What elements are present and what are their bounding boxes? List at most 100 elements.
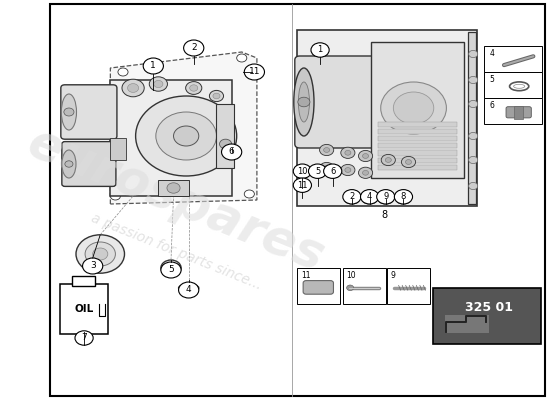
Circle shape [469,50,478,58]
Ellipse shape [400,198,407,202]
Circle shape [323,166,329,170]
Circle shape [186,82,202,94]
Circle shape [219,139,232,149]
Circle shape [293,178,311,192]
Circle shape [346,285,354,290]
Text: 325 01: 325 01 [465,301,513,314]
Circle shape [345,168,351,172]
Circle shape [381,82,447,134]
Circle shape [149,77,167,91]
FancyBboxPatch shape [371,42,464,178]
Bar [433,288,541,344]
Bar [378,158,456,163]
Ellipse shape [382,198,389,202]
Ellipse shape [294,68,314,136]
Circle shape [190,85,198,91]
Text: 6: 6 [490,101,494,110]
Text: 1: 1 [317,46,323,54]
Circle shape [173,126,199,146]
Bar [387,268,430,304]
Bar [158,180,189,196]
Circle shape [222,144,242,160]
Bar [111,138,125,160]
Circle shape [320,144,334,156]
FancyBboxPatch shape [73,276,95,286]
Text: 5: 5 [168,266,174,274]
Text: 4: 4 [186,286,191,294]
Circle shape [143,58,163,74]
Circle shape [402,156,416,168]
Ellipse shape [348,198,355,202]
FancyBboxPatch shape [62,142,116,186]
FancyBboxPatch shape [303,281,333,294]
Text: 11: 11 [297,181,307,190]
Circle shape [469,132,478,140]
Circle shape [85,242,116,266]
Ellipse shape [366,198,373,202]
Circle shape [293,164,311,178]
Circle shape [323,164,342,178]
Circle shape [309,164,327,178]
Circle shape [244,64,265,80]
Text: 10: 10 [297,167,307,176]
Text: 1: 1 [151,62,156,70]
Circle shape [341,164,355,176]
Polygon shape [111,80,232,196]
Circle shape [244,190,255,198]
Circle shape [210,90,223,102]
Text: 2: 2 [191,44,196,52]
Circle shape [82,258,103,274]
FancyBboxPatch shape [61,85,117,139]
Circle shape [111,192,120,200]
Circle shape [381,154,395,166]
Circle shape [469,156,478,164]
Text: a passion for parts since...: a passion for parts since... [89,211,263,293]
Ellipse shape [62,150,76,178]
Text: 11: 11 [249,68,260,76]
Circle shape [64,108,74,116]
Circle shape [360,190,379,204]
Text: 3: 3 [90,262,96,270]
Ellipse shape [345,196,359,204]
Bar [514,106,523,119]
Circle shape [76,235,124,273]
Circle shape [394,190,412,204]
FancyBboxPatch shape [468,32,476,204]
FancyBboxPatch shape [295,56,383,148]
Text: 6: 6 [229,148,234,156]
Circle shape [341,147,355,158]
Text: 5: 5 [490,75,494,84]
Polygon shape [111,52,257,204]
Circle shape [311,43,329,57]
Circle shape [167,183,180,193]
Circle shape [161,262,181,278]
Bar [378,129,456,134]
Text: 9: 9 [383,192,388,201]
Circle shape [298,97,310,107]
Circle shape [136,96,236,176]
Ellipse shape [179,284,199,292]
Circle shape [323,148,329,152]
Bar [378,122,456,127]
FancyBboxPatch shape [506,107,531,118]
Text: 11: 11 [301,271,310,280]
FancyBboxPatch shape [445,315,490,333]
Bar [298,268,340,304]
Circle shape [377,190,395,204]
Circle shape [213,93,220,99]
Bar [217,104,234,168]
Circle shape [405,160,411,164]
Circle shape [469,100,478,108]
Text: OIL: OIL [74,304,94,314]
Circle shape [75,331,93,345]
FancyBboxPatch shape [298,30,477,206]
Bar [343,268,386,304]
Bar [485,98,542,124]
Bar [378,165,456,170]
Text: 9: 9 [391,271,395,280]
Bar [378,136,456,141]
Circle shape [236,54,247,62]
Text: 2: 2 [349,192,355,201]
Text: 6: 6 [330,167,336,176]
Text: 10: 10 [346,271,356,280]
